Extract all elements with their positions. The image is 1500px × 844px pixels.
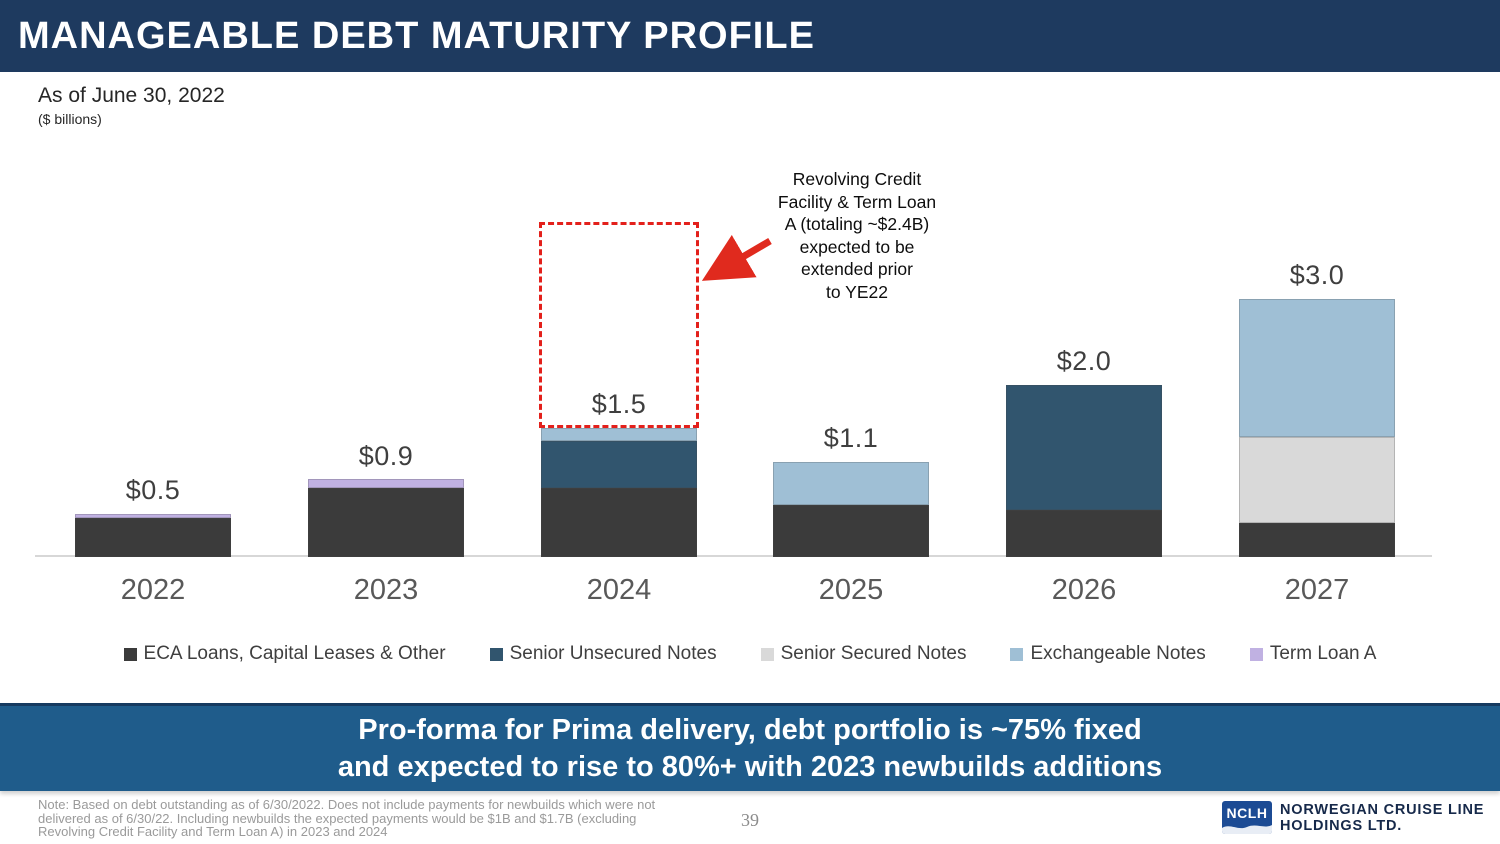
revolver-annotation: Revolving Credit Facility & Term Loan A … [777, 169, 937, 302]
legend-swatch-eca-loans-capital-leases-other [123, 647, 137, 661]
nclh-logo-icon: NCLH [1222, 801, 1272, 834]
legend-swatch-exchangeable-notes [1010, 647, 1024, 661]
bar-2026 [1006, 385, 1162, 557]
bar-2023 [308, 479, 464, 557]
legend-item-senior-unsecured-notes: Senior Unsecured Notes [489, 643, 717, 665]
bar-segment-2024-exchangeable-notes [541, 428, 697, 441]
page-number: 39 [741, 810, 759, 830]
bar-segment-2027-exchangeable-notes [1239, 299, 1395, 437]
bar-2024 [541, 428, 697, 557]
bar-segment-2022-eca-loans-capital-leases-other [75, 518, 231, 557]
chart-legend: ECA Loans, Capital Leases & Other Senior … [0, 643, 1500, 665]
bar-segment-2026-eca-loans-capital-leases-other [1006, 510, 1162, 557]
total-label-2023: $0.9 [358, 441, 414, 471]
as-of-date: As of June 30, 2022 [38, 84, 225, 107]
bar-segment-2027-eca-loans-capital-leases-other [1239, 523, 1395, 557]
total-label-2022: $0.5 [125, 475, 181, 505]
legend-swatch-senior-secured-notes [760, 647, 774, 661]
legend-swatch-senior-unsecured-notes [489, 647, 503, 661]
legend-swatch-term-loan-a [1249, 647, 1263, 661]
legend-label-exchangeable-notes: Exchangeable Notes [1030, 643, 1206, 664]
banner-line-2: and expected to rise to 80%+ with 2023 n… [337, 750, 1163, 783]
slide-header: MANAGEABLE DEBT MATURITY PROFILE [0, 0, 1500, 72]
nclh-logo-text: NORWEGIAN CRUISE LINE HOLDINGS LTD. [1280, 802, 1484, 834]
bar-segment-2027-senior-secured-notes [1239, 437, 1395, 523]
bar-segment-2023-term-loan-a [308, 479, 464, 488]
page-title: MANAGEABLE DEBT MATURITY PROFILE [18, 14, 815, 57]
legend-item-eca-loans-capital-leases-other: ECA Loans, Capital Leases & Other [123, 643, 446, 665]
bar-2027 [1239, 299, 1395, 557]
bar-segment-2025-eca-loans-capital-leases-other [773, 505, 929, 557]
nclh-logo-line-2: HOLDINGS LTD. [1280, 817, 1403, 834]
unit-label: ($ billions) [38, 111, 102, 127]
year-label-2025: 2025 [818, 574, 884, 606]
bar-2025 [773, 462, 929, 557]
legend-item-senior-secured-notes: Senior Secured Notes [760, 643, 967, 665]
bar-2022 [75, 514, 231, 557]
nclh-logo: NCLH NORWEGIAN CRUISE LINE HOLDINGS LTD. [1222, 801, 1484, 834]
debt-maturity-chart: $0.5 $0.9 $1.5 $1.1 $2.0 $3.0 [35, 222, 1432, 557]
legend-label-senior-secured-notes: Senior Secured Notes [780, 643, 967, 664]
legend-label-senior-unsecured-notes: Senior Unsecured Notes [509, 643, 717, 664]
total-label-2024: $1.5 [591, 389, 647, 419]
legend-label-eca-loans-capital-leases-other: ECA Loans, Capital Leases & Other [143, 643, 446, 664]
bar-segment-2025-exchangeable-notes [773, 462, 929, 505]
year-label-2027: 2027 [1284, 574, 1350, 606]
bar-segment-2026-senior-unsecured-notes [1006, 385, 1162, 510]
x-axis-line [35, 555, 1432, 557]
chart-subtitle: As of June 30, 2022 ($ billions) [38, 84, 225, 127]
year-label-2022: 2022 [120, 574, 186, 606]
total-label-2025: $1.1 [823, 423, 879, 453]
footnote: Note: Based on debt outstanding as of 6/… [38, 797, 656, 839]
legend-item-term-loan-a: Term Loan A [1249, 643, 1377, 665]
total-label-2027: $3.0 [1289, 260, 1345, 290]
legend-label-term-loan-a: Term Loan A [1269, 643, 1377, 664]
revolver-highlight-box [539, 222, 699, 428]
nclh-logo-line-1: NORWEGIAN CRUISE LINE [1280, 801, 1485, 818]
banner-line-1: Pro-forma for Prima delivery, debt portf… [358, 713, 1142, 746]
total-label-2026: $2.0 [1056, 346, 1112, 376]
nclh-logo-abbr: NCLH [1226, 805, 1268, 821]
wave-icon [1222, 825, 1272, 834]
bar-segment-2022-term-loan-a [75, 514, 231, 518]
bar-segment-2024-senior-unsecured-notes [541, 441, 697, 488]
year-label-2023: 2023 [353, 574, 419, 606]
bar-segment-2024-eca-loans-capital-leases-other [541, 488, 697, 557]
bar-segment-2023-eca-loans-capital-leases-other [308, 488, 464, 557]
takeaway-banner: Pro-forma for Prima delivery, debt portf… [0, 703, 1500, 791]
legend-item-exchangeable-notes: Exchangeable Notes [1010, 643, 1206, 665]
year-label-2024: 2024 [586, 574, 652, 606]
year-label-2026: 2026 [1051, 574, 1117, 606]
